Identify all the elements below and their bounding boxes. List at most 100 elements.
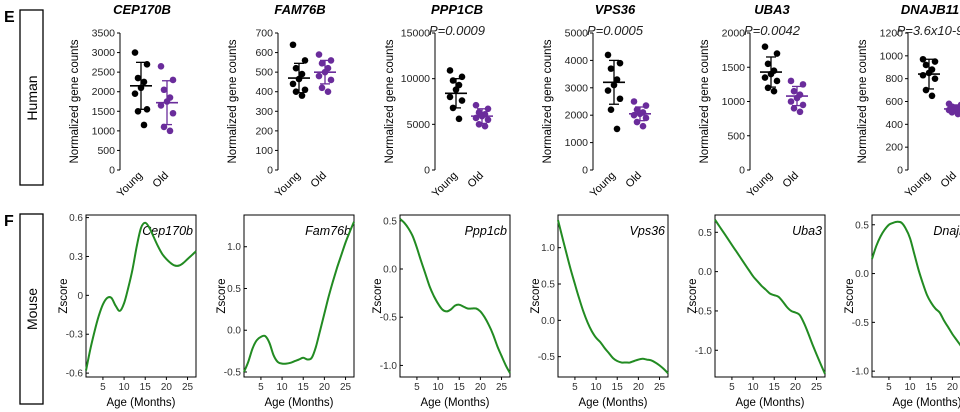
category-label: Old xyxy=(939,170,960,191)
data-point-old xyxy=(157,62,165,70)
data-point-young xyxy=(134,107,142,115)
y-tick-label: 0 xyxy=(267,165,273,177)
plot-frame xyxy=(557,214,669,378)
x-tick-label: 5 xyxy=(258,382,264,393)
panel-label-f: F xyxy=(4,213,14,230)
data-point-young xyxy=(292,64,300,72)
y-tick-label: 0.5 xyxy=(698,228,712,239)
y-tick-label: 0 xyxy=(582,165,588,177)
row-label-mouse: Mouse xyxy=(24,288,40,330)
x-tick-label: 10 xyxy=(748,382,760,393)
y-tick-label: 600 xyxy=(885,96,903,108)
chart-title: PPP1CB xyxy=(431,2,483,17)
data-point-old xyxy=(169,109,177,117)
y-tick-label: 0.3 xyxy=(69,252,83,263)
mouse-chart-ppp1cb: -1.0 -0.5 0.0 0.5 5 10 15 20 25 Age (Months) Zscor… xyxy=(372,214,511,409)
y-tick-label: -0.5 xyxy=(224,367,242,378)
x-axis-label: Age (Months) xyxy=(106,397,175,409)
x-tick-label: 25 xyxy=(496,382,508,393)
data-point-old xyxy=(318,84,326,92)
data-point-old xyxy=(160,86,168,94)
data-point-young xyxy=(925,69,933,77)
series-line xyxy=(85,221,197,371)
y-tick-label: 3000 xyxy=(565,82,589,94)
data-point-young xyxy=(616,59,624,67)
y-tick-label: 0.0 xyxy=(698,267,712,278)
data-point-old xyxy=(790,87,798,95)
y-tick-label: 400 xyxy=(255,86,273,98)
x-tick-label: 25 xyxy=(654,382,666,393)
x-axis-label: Age (Months) xyxy=(264,397,333,409)
y-tick-label: 0 xyxy=(897,165,903,177)
data-point-old xyxy=(472,101,480,109)
data-point-old xyxy=(472,114,480,122)
category-label: Young xyxy=(745,170,775,200)
data-point-old xyxy=(793,94,801,102)
x-tick-label: 25 xyxy=(182,382,194,393)
y-tick-label: 1200 xyxy=(880,28,904,40)
data-point-young xyxy=(301,57,309,64)
data-point-old xyxy=(327,57,335,64)
row-label-mouse-box: Mouse xyxy=(19,213,44,405)
chart-title: UBA3 xyxy=(754,2,790,17)
y-tick-label: 2000 xyxy=(565,110,589,122)
data-point-old xyxy=(787,98,795,105)
y-tick-label: 0 xyxy=(424,165,430,177)
data-point-old xyxy=(484,105,492,113)
y-tick-label: 15000 xyxy=(401,28,430,40)
p-value: P=0.0005 xyxy=(587,23,644,38)
y-tick-label: 0 xyxy=(739,165,745,177)
y-tick-label: 2000 xyxy=(92,86,116,98)
y-tick-label: 1000 xyxy=(880,50,904,62)
x-tick-label: 25 xyxy=(340,382,352,393)
y-tick-label: 1000 xyxy=(722,96,746,108)
data-point-young xyxy=(131,90,139,97)
row-label-human: Human xyxy=(24,75,40,120)
data-point-young xyxy=(446,67,454,74)
y-tick-label: -1.0 xyxy=(380,361,398,372)
data-point-old xyxy=(799,81,807,88)
x-axis-label: Age (Months) xyxy=(578,397,647,409)
mouse-chart-uba3: -1.0 -0.5 0.0 0.5 5 10 15 20 25 Age (Months) Zscor… xyxy=(687,214,826,409)
y-tick-label: 1.0 xyxy=(227,242,241,253)
x-axis-label: Age (Months) xyxy=(735,397,804,409)
y-tick-label: 0.0 xyxy=(383,265,397,276)
x-tick-label: 5 xyxy=(414,382,420,393)
data-point-young xyxy=(289,80,297,88)
y-axis-label: Zscore xyxy=(687,278,699,313)
y-axis-label: Normalized gene counts xyxy=(227,39,239,163)
y-tick-label: 2500 xyxy=(92,67,116,79)
x-tick-label: 5 xyxy=(886,382,892,393)
data-point-young xyxy=(295,75,303,83)
series-line xyxy=(871,220,960,347)
y-tick-label: 500 xyxy=(97,145,115,157)
x-tick-label: 20 xyxy=(319,382,331,393)
x-tick-label: 10 xyxy=(119,382,131,393)
data-point-young xyxy=(919,71,927,79)
category-label: Old xyxy=(466,170,487,191)
x-tick-label: 20 xyxy=(161,382,173,393)
y-tick-label: -0.6 xyxy=(66,369,84,380)
chart-title: Fam76b xyxy=(305,224,351,238)
x-tick-label: 20 xyxy=(947,382,959,393)
y-tick-label: 0 xyxy=(109,165,115,177)
data-point-young xyxy=(613,125,621,133)
data-point-old xyxy=(166,127,174,135)
human-chart-vps36: VPS36 P=0.0005 0 1000 2000 3000 4000 5000 Normal… xyxy=(542,2,651,200)
category-label: Old xyxy=(309,170,330,191)
y-tick-label: 0.5 xyxy=(227,284,241,295)
x-tick-label: 20 xyxy=(633,382,645,393)
data-point-young xyxy=(919,55,927,63)
y-tick-label: 200 xyxy=(255,125,273,137)
mouse-chart-cep170b: -0.6 -0.3 0 0.3 0.6 5 10 15 20 25 Age (Months) Zsco… xyxy=(58,213,197,409)
y-axis-label: Normalized gene counts xyxy=(69,39,81,163)
y-tick-label: 1500 xyxy=(92,106,116,118)
y-tick-label: 700 xyxy=(255,28,273,40)
category-label: Old xyxy=(781,170,802,191)
y-axis-label: Zscore xyxy=(58,278,70,313)
y-axis-label: Normalized gene counts xyxy=(857,39,869,163)
x-tick-label: 5 xyxy=(100,382,106,393)
x-tick-label: 15 xyxy=(454,382,466,393)
data-point-young xyxy=(455,115,463,123)
